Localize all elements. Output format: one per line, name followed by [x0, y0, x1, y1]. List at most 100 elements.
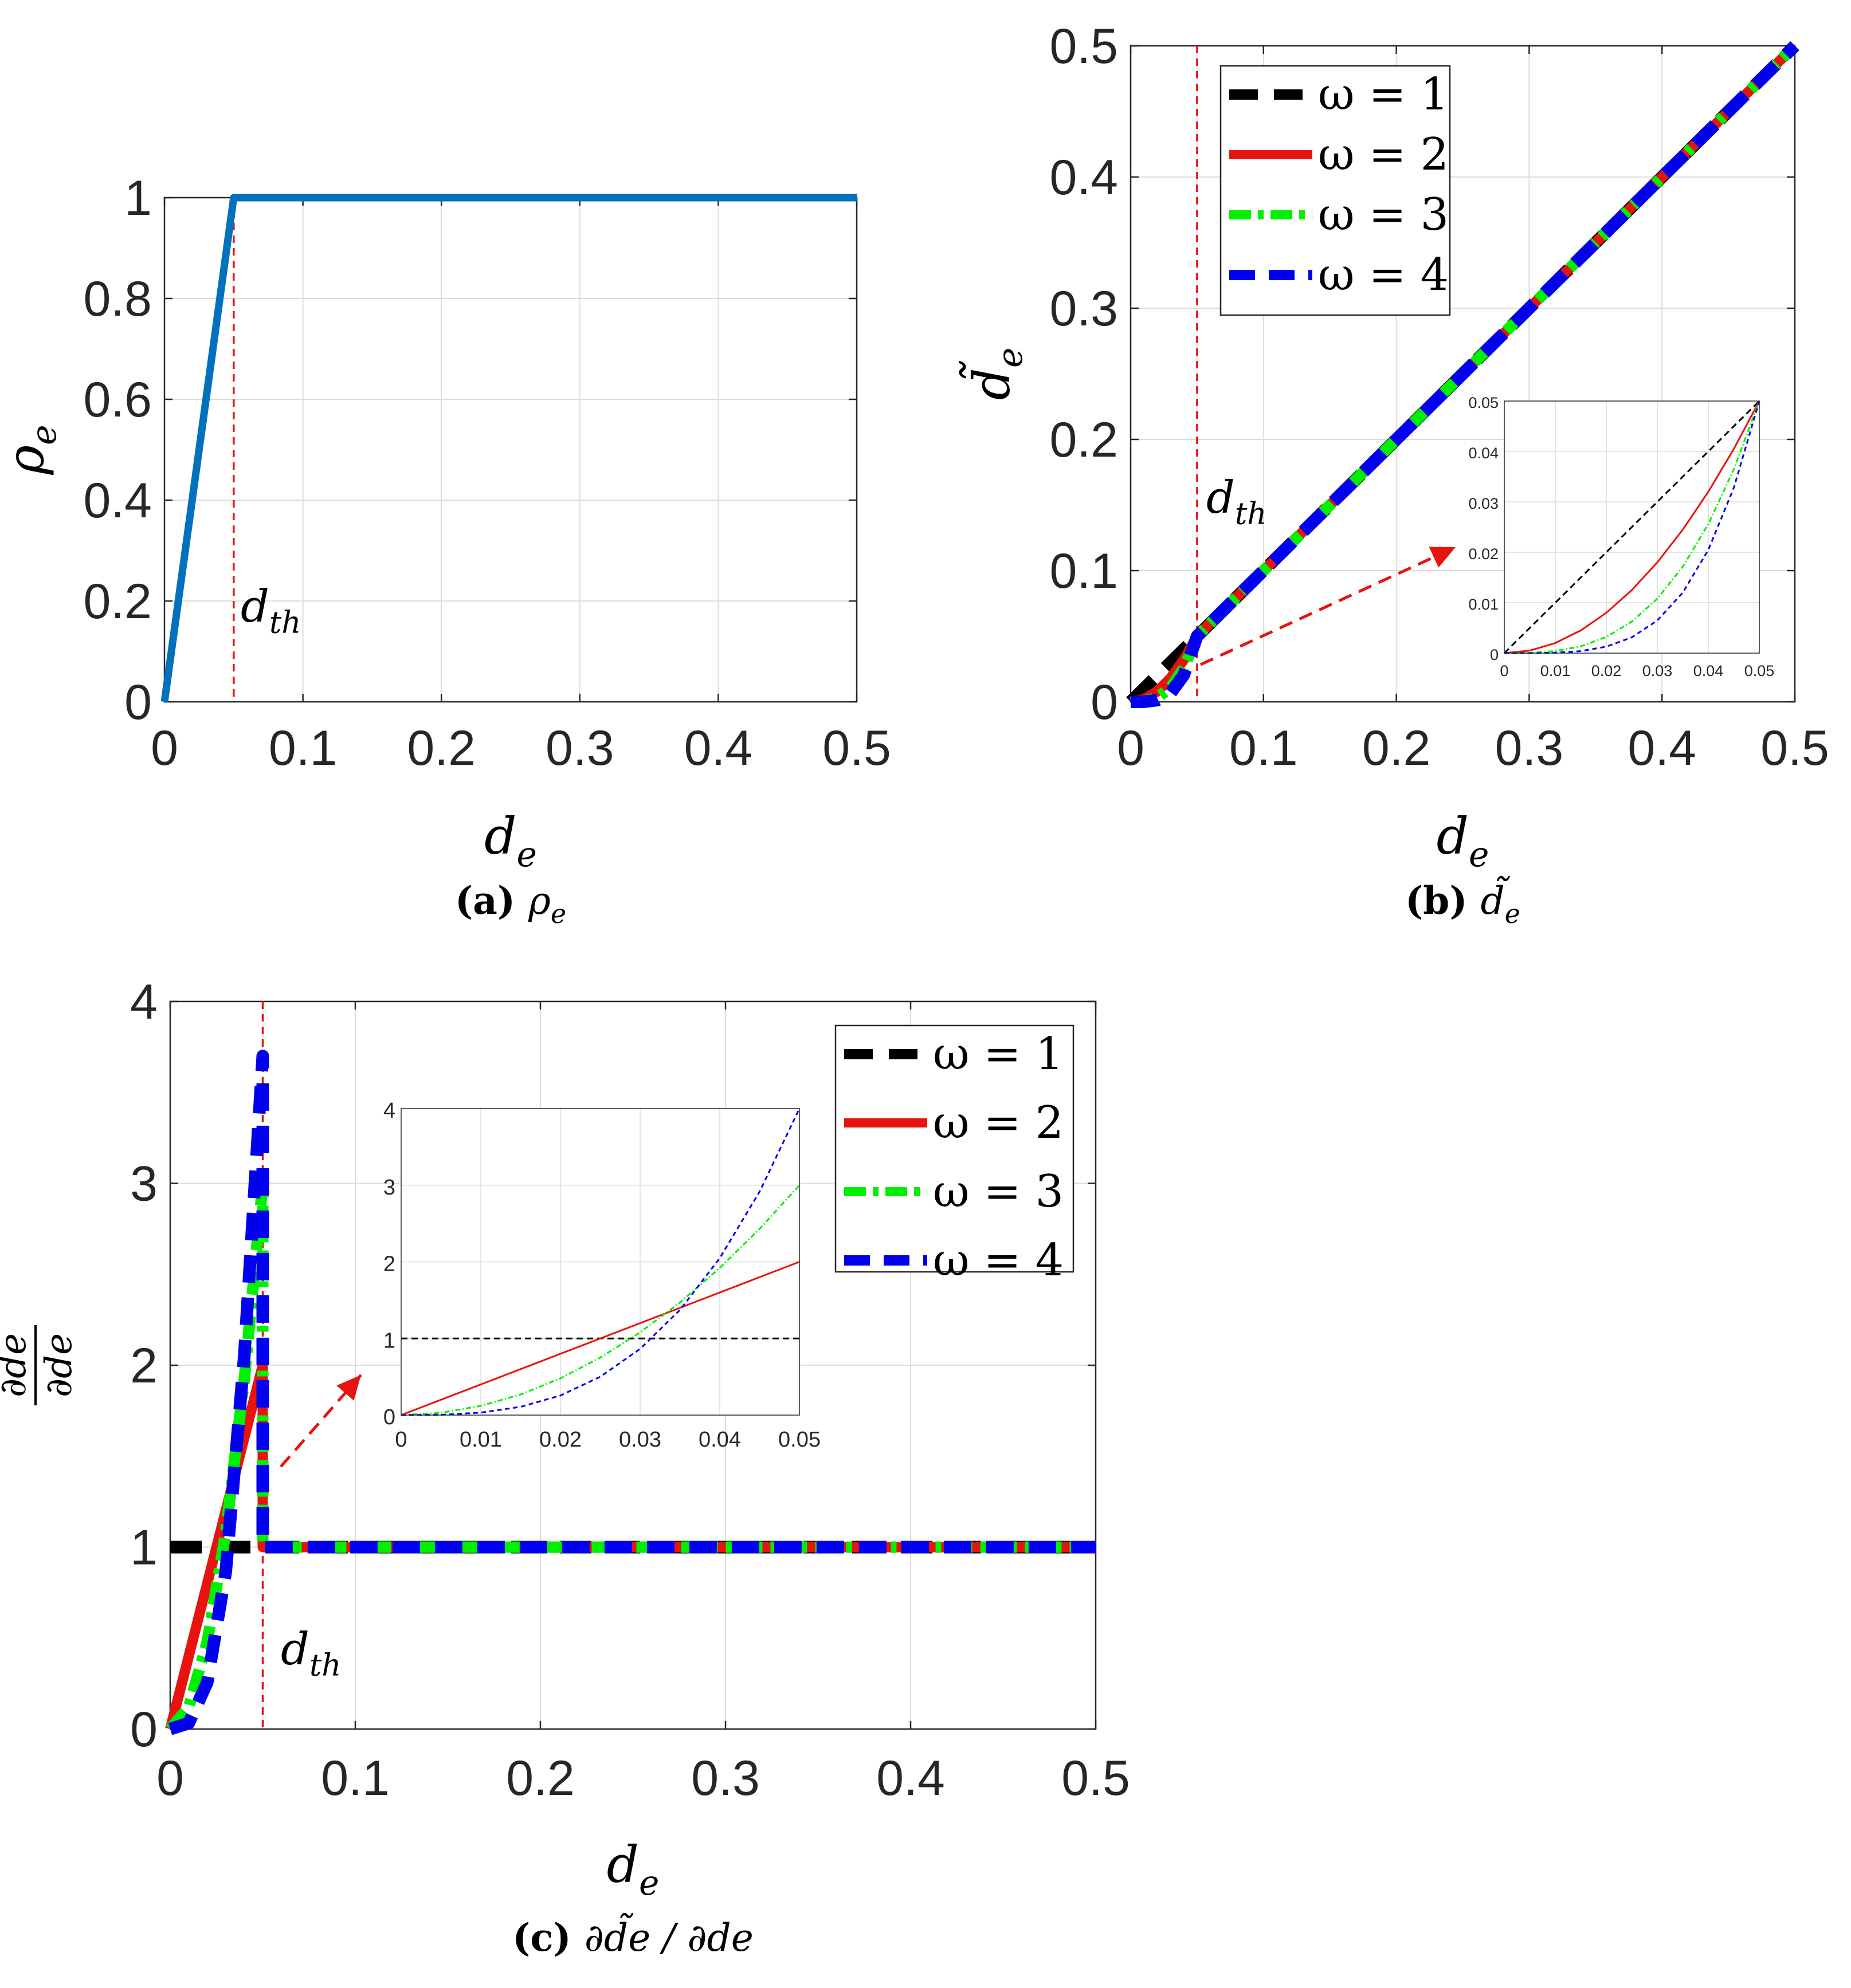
x-tick-label: 0 — [156, 1751, 184, 1806]
y-tick-label: 1 — [124, 171, 152, 226]
legend-label-omega3: ω = 3 — [1318, 189, 1449, 241]
y-tick-label: 0.2 — [1049, 412, 1118, 467]
y-axis-label: ∂d̃e ∂de — [0, 1325, 80, 1405]
inset-x-tick-label: 0.03 — [619, 1428, 661, 1452]
chart-c: 0 0.1 0.2 0.3 0.4 0.5 0 1 2 3 4 dth 0 0.01 0.02 0.03 0.0… — [0, 975, 1130, 1960]
caption-b: (b) d̃e — [1405, 876, 1520, 929]
y-tick-label: 1 — [130, 1521, 158, 1576]
inset-series-line-omega4 — [401, 1108, 801, 1416]
inset-x-tick-label: 0.02 — [539, 1428, 582, 1452]
y-tick-label: 0 — [124, 675, 152, 730]
legend: ω = 1 ω = 2 ω = 3 ω = 4 — [834, 1024, 1074, 1286]
inset-y-tick-label: 0 — [383, 1405, 395, 1429]
x-tick-label: 0.3 — [691, 1751, 760, 1806]
legend-label-omega2: ω = 2 — [933, 1097, 1064, 1149]
x-tick-label: 0.5 — [1061, 1751, 1130, 1806]
x-axis-label: de — [484, 807, 537, 875]
series-line-omega4 — [1130, 41, 1799, 708]
inset-series-line-omega2 — [1504, 400, 1760, 654]
threshold-label: dth — [1206, 472, 1266, 532]
legend: ω = 1 ω = 2 ω = 3 ω = 4 — [1219, 65, 1451, 316]
x-tick-label: 0.1 — [1229, 721, 1298, 776]
inset-y-tick-label: 1 — [383, 1329, 395, 1353]
y-tick-label: 0.4 — [1049, 150, 1118, 205]
series-line-omega4 — [168, 1050, 1096, 1735]
inset-x-tick-label: 0.03 — [1642, 662, 1673, 679]
x-tick-label: 0.3 — [546, 721, 614, 776]
inset-x-tick-label: 0 — [395, 1428, 407, 1452]
inset-y-tick-label: 0.01 — [1468, 596, 1499, 613]
x-tick-label: 0.4 — [876, 1751, 945, 1806]
y-tick-label: 0 — [130, 1702, 158, 1757]
x-tick-label: 0.4 — [684, 721, 753, 776]
y-tick-label: 0.6 — [83, 372, 152, 427]
plot-area — [164, 198, 857, 702]
x-tick-label: 0.5 — [1760, 721, 1829, 776]
inset-y-tick-label: 0.04 — [1468, 445, 1499, 462]
series-line-rho — [160, 194, 857, 702]
legend-label-omega4: ω = 4 — [933, 1235, 1064, 1286]
inset-y-tick-label: 0.05 — [1468, 394, 1499, 411]
inset-x-tick-label: 0 — [1500, 662, 1508, 679]
caption-c: (c) ∂d̃e / ∂de — [512, 1913, 754, 1960]
inset-y-tick-label: 4 — [383, 1099, 395, 1123]
inset-y-tick-label: 0.03 — [1468, 495, 1499, 512]
legend-label-omega2: ω = 2 — [1318, 129, 1449, 180]
x-tick-label: 0.2 — [506, 1751, 575, 1806]
legend-label-omega1: ω = 1 — [933, 1028, 1064, 1080]
inset-series-line-omega3 — [401, 1184, 801, 1416]
inset-box — [1504, 400, 1760, 654]
inset-series-line-omega1 — [1503, 400, 1760, 654]
inset-x-tick-label: 0.02 — [1591, 662, 1622, 679]
legend-label-omega3: ω = 3 — [933, 1166, 1064, 1217]
legend-box — [834, 1024, 1074, 1273]
y-axis-label-group: ρe — [0, 425, 64, 475]
y-axis-label: ρe — [0, 425, 64, 475]
series-group — [165, 1050, 1096, 1735]
zoom-arrow-line — [1199, 545, 1457, 666]
legend-box — [1219, 65, 1451, 316]
inset-y-tick-label: 3 — [383, 1176, 395, 1200]
y-label-numerator: ∂d̃e — [0, 1333, 34, 1397]
y-tick-label: 0.3 — [1049, 281, 1118, 336]
caption-a: (a) ρe — [455, 878, 566, 929]
series-group — [160, 194, 857, 702]
zoom-arrow-head — [336, 1375, 361, 1401]
y-tick-label: 3 — [130, 1157, 158, 1212]
x-tick-label: 0.3 — [1495, 721, 1564, 776]
series-line-omega2 — [165, 1360, 1096, 1731]
threshold-label: dth — [281, 1624, 341, 1683]
x-axis-label: de — [607, 1835, 660, 1903]
x-tick-label: 0.4 — [1628, 721, 1696, 776]
inset-y-tick-label: 0.02 — [1468, 545, 1499, 563]
chart-a: 0 0.1 0.2 0.3 0.4 0.5 0 0.2 0.4 0.6 0.8 1 dth de ρe (a)… — [0, 171, 891, 929]
y-tick-label: 2 — [130, 1338, 158, 1393]
x-tick-label: 0.5 — [822, 721, 891, 776]
x-tick-label: 0.1 — [321, 1751, 390, 1806]
y-axis-label-group: d̃e — [959, 348, 1030, 400]
inset-series-line-omega3 — [1504, 400, 1760, 654]
inset-y-tick-label: 2 — [383, 1252, 395, 1276]
x-axis-label: de — [1437, 807, 1489, 875]
y-tick-label: 0.1 — [1049, 544, 1118, 599]
legend-label-omega4: ω = 4 — [1318, 249, 1449, 301]
y-tick-label: 4 — [130, 975, 158, 1030]
y-axis-label: d̃e — [959, 348, 1030, 400]
inset-x-tick-label: 0.05 — [1744, 662, 1775, 679]
x-tick-label: 0 — [151, 721, 178, 776]
x-tick-label: 0 — [1117, 721, 1144, 776]
y-tick-label: 0.5 — [1049, 19, 1118, 74]
y-tick-label: 0.4 — [83, 473, 152, 528]
inset-x-tick-label: 0.05 — [778, 1428, 821, 1452]
x-tick-label: 0.2 — [407, 721, 476, 776]
x-tick-label: 0.1 — [269, 721, 338, 776]
y-label-denominator: ∂de — [38, 1333, 80, 1397]
inset-series-line-omega2 — [401, 1261, 800, 1416]
inset-x-tick-label: 0.01 — [1540, 662, 1571, 679]
y-tick-label: 0 — [1091, 675, 1118, 730]
series-group — [1126, 41, 1799, 708]
inset-b: 0 0.01 0.02 0.03 0.04 0.05 0 0.01 0.02 0.03 0.04 0.… — [1468, 394, 1774, 679]
y-tick-label: 0.8 — [83, 272, 152, 327]
inset-y-tick-label: 0 — [1490, 646, 1499, 663]
